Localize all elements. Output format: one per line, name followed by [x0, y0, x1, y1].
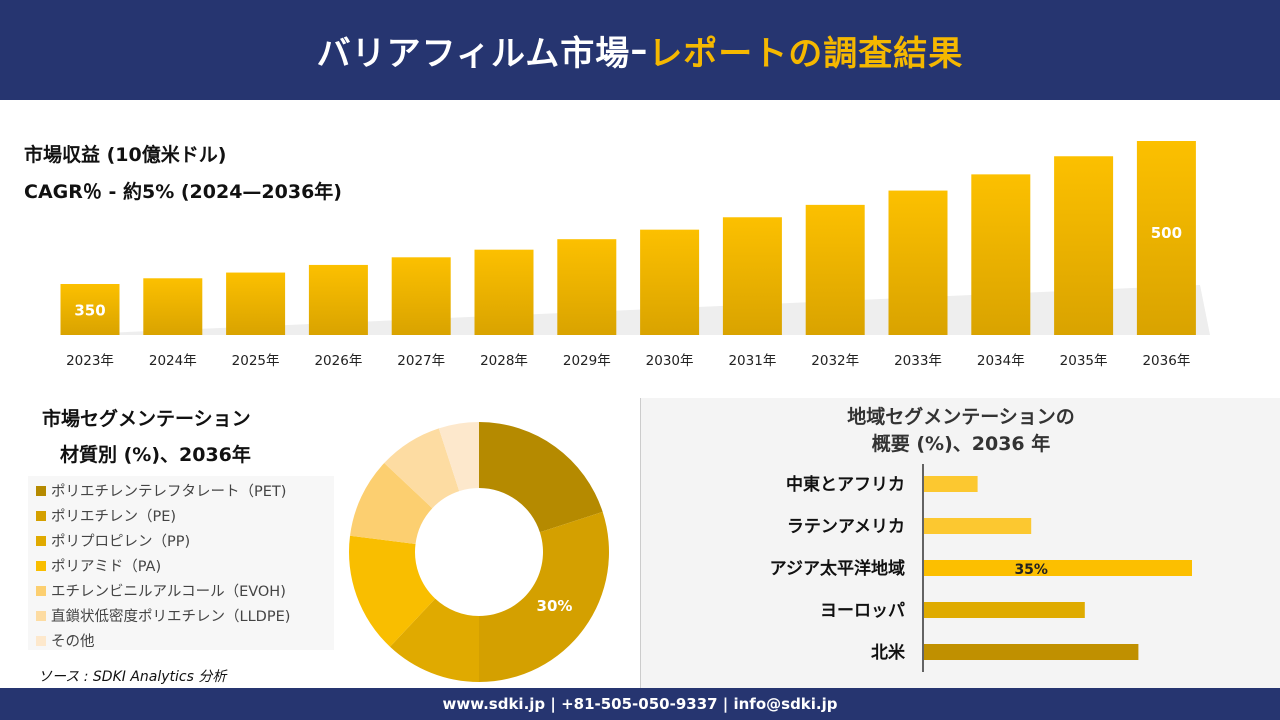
legend-swatch	[36, 585, 46, 596]
slice-data-label: 30%	[537, 597, 573, 615]
bar-data-label: 350	[74, 302, 105, 320]
year-label: 2030年	[646, 353, 694, 369]
revenue-label: 市場収益 (10億米ドル)	[24, 144, 227, 166]
legend-label: ポリプロピレン（PP)	[51, 534, 191, 550]
title-accent: レポートの調査結果	[648, 33, 964, 74]
segment-subtitle: 材質別 (%)、2036年	[60, 444, 251, 466]
segment-title: 市場セグメンテーション	[42, 408, 251, 430]
footer-contact: www.sdki.jp | +81-505-050-9337 | info@sd…	[0, 688, 1280, 720]
revenue-bar	[640, 229, 700, 335]
revenue-bar	[226, 272, 286, 335]
legend-label: その他	[51, 634, 95, 650]
donut-slice	[350, 463, 433, 544]
donut-legend: ポリエチレンテレフタレート（PET) ポリエチレン（PE) ポリプロピレン（PP) ポ…	[28, 476, 334, 650]
region-data-label: 35%	[1014, 562, 1048, 578]
legend-swatch	[36, 510, 46, 521]
revenue-bar	[308, 264, 368, 335]
material-donut-chart: 30%	[349, 422, 609, 682]
year-label: 2036年	[1142, 353, 1190, 369]
legend-item: ポリエチレン（PE)	[36, 503, 334, 528]
legend-label: 直鎖状低密度ポリエチレン（LLDPE)	[51, 609, 291, 625]
region-label: ヨーロッパ	[820, 601, 905, 621]
legend-item: ポリアミド（PA)	[36, 553, 334, 578]
year-label: 2032年	[811, 353, 859, 369]
donut-slice	[438, 422, 479, 492]
revenue-bar	[143, 278, 203, 335]
region-title-line: 地域セグメンテーションの	[847, 406, 1075, 428]
year-label: 2023年	[66, 353, 114, 369]
region-label: ラテンアメリカ	[787, 517, 905, 537]
material-segment-panel: 市場セグメンテーション 材質別 (%)、2036年 ポリエチレンテレフタレート（…	[0, 398, 640, 688]
revenue-bar	[888, 190, 948, 335]
header-banner: バリアフィルム市場 – レポートの調査結果	[0, 0, 1280, 100]
legend-label: ポリアミド（PA)	[51, 559, 162, 575]
year-label: 2034年	[977, 353, 1025, 369]
donut-slice	[479, 511, 609, 682]
revenue-bar	[805, 204, 865, 335]
year-label: 2025年	[232, 353, 280, 369]
region-label: アジア太平洋地域	[770, 558, 905, 579]
legend-swatch	[36, 560, 46, 571]
title-sep: –	[630, 30, 649, 70]
revenue-bar	[722, 217, 782, 335]
region-title-line: 概要 (%)、2036 年	[871, 433, 1051, 455]
revenue-bar	[557, 239, 617, 335]
year-label: 2033年	[894, 353, 942, 369]
revenue-bar-chart: 2023年 350 2024年 2025年 2026年 2027年 2028年 2029年 20…	[60, 141, 1210, 369]
title-main: バリアフィルム市場	[316, 33, 631, 74]
legend-label: ポリエチレン（PE)	[51, 509, 177, 525]
year-label: 2031年	[728, 353, 776, 369]
revenue-bar	[1136, 141, 1196, 335]
year-label: 2026年	[314, 353, 362, 369]
revenue-bar	[60, 284, 120, 335]
legend-item: 直鎖状低密度ポリエチレン（LLDPE)	[36, 603, 334, 628]
region-segment-panel: 地域セグメンテーションの 概要 (%)、2036 年 中東とアフリカ ラテンアメリカ…	[640, 398, 1280, 688]
donut-slice	[349, 535, 436, 647]
revenue-bar	[971, 174, 1031, 335]
region-title: 地域セグメンテーションの 概要 (%)、2036 年	[641, 404, 1280, 458]
region-bar	[924, 602, 1085, 618]
donut-slice	[479, 422, 603, 533]
year-label: 2027年	[397, 353, 445, 369]
legend-item: エチレンビニルアルコール（EVOH)	[36, 578, 334, 603]
region-bar	[924, 560, 1192, 576]
region-bar	[924, 476, 978, 492]
year-label: 2024年	[149, 353, 197, 369]
legend-item: ポリプロピレン（PP)	[36, 528, 334, 553]
region-label: 北米	[871, 642, 906, 663]
legend-item: その他	[36, 628, 334, 653]
year-label: 2028年	[480, 353, 528, 369]
legend-swatch	[36, 635, 46, 646]
region-label: 中東とアフリカ	[786, 474, 905, 495]
revenue-bar	[1054, 156, 1114, 335]
source-note: ソース : SDKI Analytics 分析	[38, 669, 227, 685]
region-bar	[924, 644, 1139, 660]
year-label: 2035年	[1060, 353, 1108, 369]
donut-slice	[390, 598, 479, 682]
region-bar	[924, 518, 1032, 534]
legend-swatch	[36, 485, 46, 496]
bar-data-label: 500	[1151, 224, 1182, 242]
revenue-bar	[391, 257, 451, 335]
year-label: 2029年	[563, 353, 611, 369]
donut-slice	[384, 428, 460, 509]
revenue-bar	[474, 249, 534, 335]
legend-swatch	[36, 610, 46, 621]
legend-item: ポリエチレンテレフタレート（PET)	[36, 478, 334, 503]
cagr-label: CAGR％ - 約5% (2024—2036年)	[24, 181, 342, 203]
legend-label: ポリエチレンテレフタレート（PET)	[51, 484, 287, 500]
legend-label: エチレンビニルアルコール（EVOH)	[51, 584, 286, 600]
legend-swatch	[36, 535, 46, 546]
